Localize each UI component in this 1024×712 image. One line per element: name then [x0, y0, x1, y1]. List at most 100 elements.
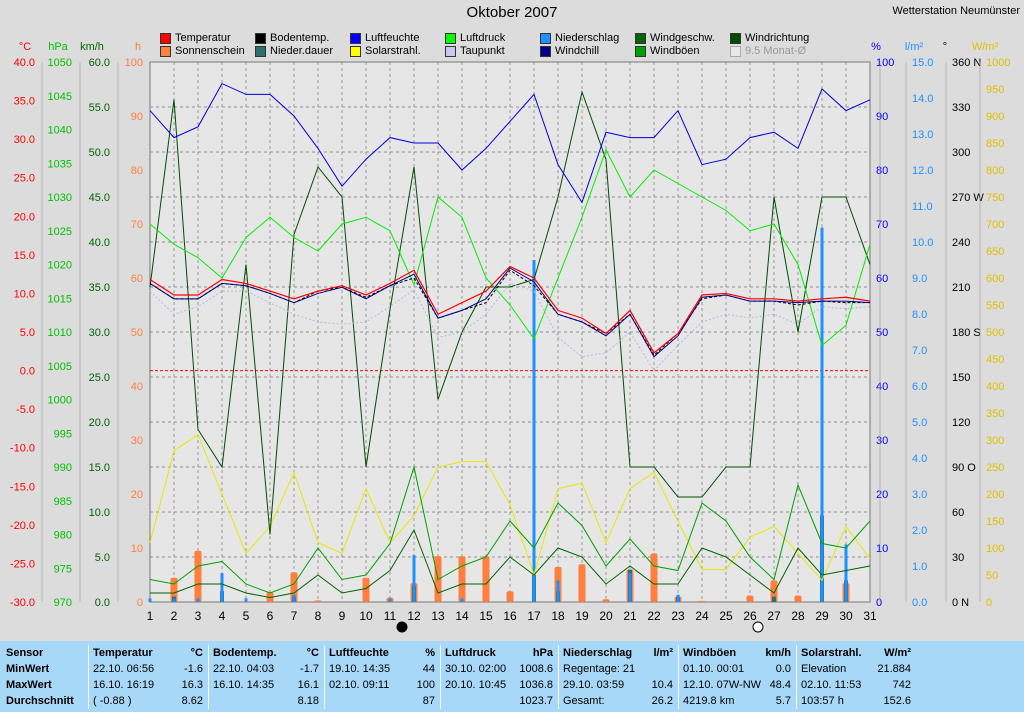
- wind-tick-label: 5.0: [95, 552, 110, 564]
- legend-label: Nieder.dauer: [270, 45, 333, 57]
- legend-label: Temperatur: [175, 32, 231, 44]
- press-tick-label: 1025: [48, 226, 72, 238]
- rain-tick-label: 15.0: [912, 57, 933, 69]
- stats-value-right: 100: [416, 679, 435, 691]
- precipitation-bar: [460, 598, 464, 602]
- legend-swatch: [350, 45, 361, 57]
- legend-label: Solarstrahl.: [365, 45, 421, 57]
- x-tick-label: 12: [407, 609, 421, 623]
- legend-label: Windrichtung: [745, 32, 810, 44]
- solar-tick-label: 500: [986, 327, 1004, 339]
- wind-tick-label: 40.0: [89, 237, 110, 249]
- stats-value-left: 01.10. 00:01: [683, 663, 745, 675]
- temp-tick-label: 10.0: [14, 288, 35, 300]
- stats-avg-label: Durchschnitt: [6, 695, 74, 707]
- legend-swatch: [160, 45, 171, 57]
- stats-value-right: 1008.6: [519, 663, 553, 675]
- legend-label: Luftdruck: [460, 32, 506, 44]
- hum-tick-label: 50: [876, 327, 888, 339]
- legend-item: Windböen: [635, 45, 700, 57]
- wind-unit-label: km/h: [80, 41, 104, 53]
- solar-tick-label: 300: [986, 435, 1004, 447]
- legend-label: 9.5 Monat-Ø: [745, 45, 807, 57]
- legend-label: Bodentemp.: [270, 32, 330, 44]
- stats-panel-unit: l/m²: [653, 647, 673, 659]
- x-tick-label: 20: [599, 609, 613, 623]
- temp-tick-label: 15.0: [14, 250, 35, 262]
- stats-panel-title: Temperatur: [93, 647, 153, 659]
- sun-tick-label: 100: [125, 57, 143, 69]
- sun-unit-label: h: [135, 41, 141, 53]
- stats-row-max: 16.10. 14:35 16.1: [213, 679, 319, 694]
- stats-panel-unit: hPa: [532, 647, 553, 659]
- sunshine-bar: [650, 553, 658, 602]
- temp-tick-label: 25.0: [14, 173, 35, 185]
- temp-tick-label: 0.0: [20, 366, 35, 378]
- x-tick-label: 1: [147, 609, 154, 623]
- stats-panel-press: Luftdruck hPa 30.10. 02:00 1008.6 20.10. 10:…: [440, 645, 557, 709]
- x-tick-label: 22: [647, 609, 661, 623]
- stats-value-right: 44: [422, 663, 435, 675]
- temp-tick-label: -20.0: [10, 520, 35, 532]
- dir-tick-label: 30: [952, 552, 964, 564]
- rain-tick-label: 9.0: [912, 273, 927, 285]
- legend-swatch: [255, 32, 266, 44]
- x-tick-label: 29: [815, 609, 829, 623]
- sun-tick-label: 60: [131, 273, 143, 285]
- hum-tick-label: 40: [876, 381, 888, 393]
- precipitation-bar: [172, 598, 176, 602]
- statistics-panel: Sensor MinWert MaxWert Durchschnitt Temp…: [0, 641, 1024, 712]
- dir-tick-label: 90 O: [952, 462, 976, 474]
- stats-row-max: 02.10. 11:53 742: [801, 679, 911, 694]
- rain-tick-label: 13.0: [912, 129, 933, 141]
- stats-value-left: 30.10. 02:00: [445, 663, 507, 675]
- station-name: Wetterstation Neumünster: [892, 5, 1020, 17]
- solar-tick-label: 0: [986, 597, 992, 609]
- rain-duration-bar: [772, 596, 776, 602]
- press-tick-label: 1030: [48, 192, 72, 204]
- wind-tick-label: 25.0: [89, 372, 110, 384]
- x-tick-label: 4: [219, 609, 226, 623]
- x-tick-label: 25: [719, 609, 733, 623]
- rain-tick-label: 0.0: [912, 597, 927, 609]
- x-tick-label: 7: [291, 609, 298, 623]
- dir-tick-label: 60: [952, 507, 964, 519]
- dir-tick-label: 120: [952, 417, 970, 429]
- stats-row-min: 22.10. 06:56 -1.6: [93, 663, 203, 678]
- stats-row-max: 16.10. 16:19 16.3: [93, 679, 203, 694]
- stats-panel-temp: Temperatur °C 22.10. 06:56 -1.6 16.10. 16:19…: [88, 645, 207, 709]
- stats-value-left: Elevation: [801, 663, 847, 675]
- x-tick-label: 3: [195, 609, 202, 623]
- sunshine-bar: [602, 599, 610, 602]
- dir-tick-label: 270 W: [952, 192, 984, 204]
- sunshine-bar: [746, 595, 754, 602]
- sun-tick-label: 30: [131, 435, 143, 447]
- legend-swatch: [350, 32, 361, 44]
- hum-tick-label: 20: [876, 489, 888, 501]
- stats-value-left: 02.10. 11:53: [801, 679, 862, 691]
- temperature-line: [149, 265, 871, 354]
- new-moon-icon: [396, 621, 408, 633]
- solar-tick-label: 950: [986, 84, 1004, 96]
- stats-value-right: 152.6: [883, 695, 911, 707]
- press-unit-label: hPa: [48, 41, 68, 53]
- rain-unit-label: l/m²: [905, 41, 924, 53]
- stats-value-right: 87: [422, 695, 435, 707]
- solar-tick-label: 50: [986, 570, 998, 582]
- solar-tick-label: 250: [986, 462, 1004, 474]
- solar-tick-label: 600: [986, 273, 1004, 285]
- stats-value-right: 48.4: [769, 679, 791, 691]
- stats-row-avg: 8.18: [213, 695, 319, 710]
- x-tick-label: 21: [623, 609, 637, 623]
- rain-tick-label: 10.0: [912, 237, 933, 249]
- press-tick-label: 1000: [48, 395, 72, 407]
- hum-tick-label: 10: [876, 543, 888, 555]
- x-tick-label: 14: [455, 609, 469, 623]
- precipitation-bar: [532, 260, 536, 602]
- x-tick-label: 2: [171, 609, 178, 623]
- stats-value-right: 8.18: [297, 695, 319, 707]
- x-tick-label: 17: [527, 609, 541, 623]
- legend-item: Luftfeuchte: [350, 32, 419, 44]
- solar-radiation-line: [149, 433, 871, 582]
- sun-tick-label: 50: [131, 327, 143, 339]
